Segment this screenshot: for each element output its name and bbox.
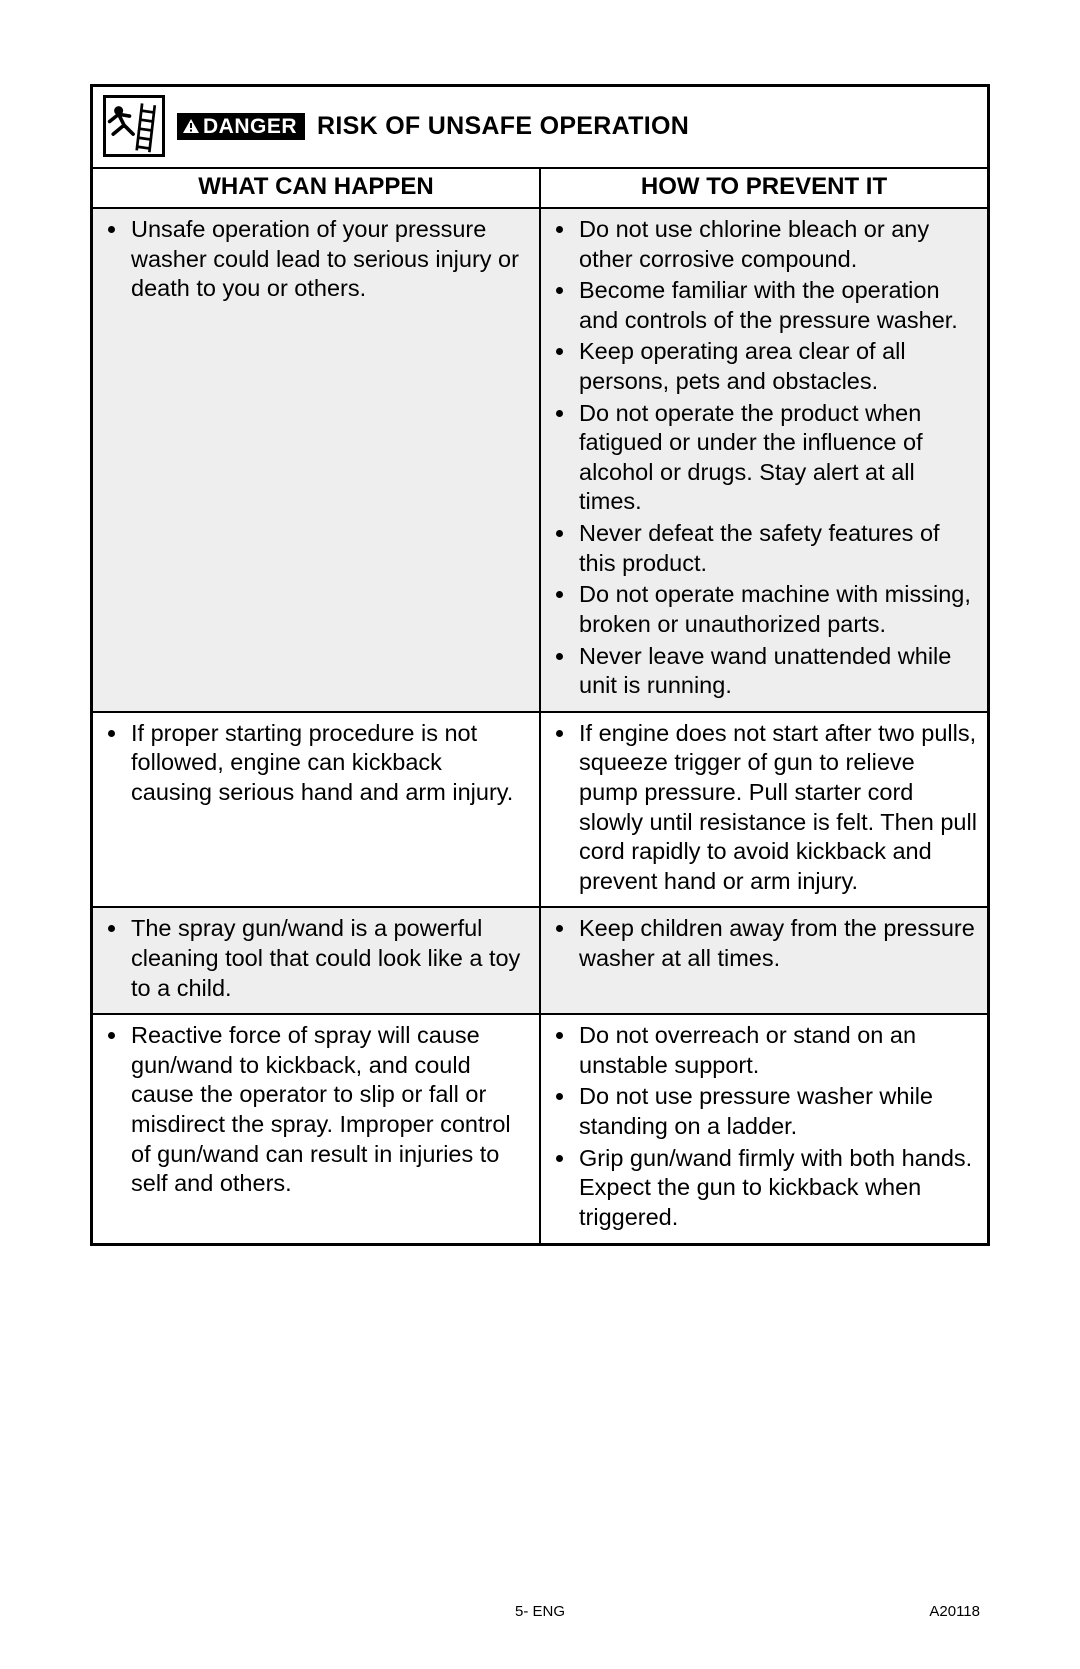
how-to-prevent-cell: If engine does not start after two pulls… <box>540 712 989 908</box>
list-item: Keep operating area clear of all persons… <box>577 337 977 396</box>
how-to-prevent-cell: Do not use chlorine bleach or any other … <box>540 208 989 712</box>
what-can-happen-cell: Unsafe operation of your pressure washer… <box>92 208 541 712</box>
list-item: Do not use pressure washer while standin… <box>577 1082 977 1141</box>
what-can-happen-cell: If proper starting procedure is not foll… <box>92 712 541 908</box>
table-row: If proper starting procedure is not foll… <box>92 712 989 908</box>
falling-person-ladder-icon <box>103 95 165 157</box>
bullet-list: Keep children away from the pressure was… <box>551 914 977 973</box>
list-item: Grip gun/wand firmly with both hands. Ex… <box>577 1144 977 1233</box>
bullet-list: The spray gun/wand is a powerful cleanin… <box>103 914 529 1003</box>
list-item: Do not use chlorine bleach or any other … <box>577 215 977 274</box>
list-item: Become familiar with the operation and c… <box>577 276 977 335</box>
bullet-list: Reactive force of spray will cause gun/w… <box>103 1021 529 1199</box>
bullet-list: Unsafe operation of your pressure washer… <box>103 215 529 304</box>
document-page: DANGER RISK OF UNSAFE OPERATION WHAT CAN… <box>0 0 1080 1669</box>
danger-badge: DANGER <box>177 113 305 140</box>
list-item: If engine does not start after two pulls… <box>577 719 977 897</box>
footer-page-number: 5- ENG <box>515 1603 565 1620</box>
table-row: Unsafe operation of your pressure washer… <box>92 208 989 712</box>
list-item: If proper starting procedure is not foll… <box>129 719 529 808</box>
bullet-list: If proper starting procedure is not foll… <box>103 719 529 808</box>
how-to-prevent-cell: Keep children away from the pressure was… <box>540 907 989 1014</box>
title-wrap: DANGER RISK OF UNSAFE OPERATION <box>103 95 977 157</box>
bullet-list: Do not use chlorine bleach or any other … <box>551 215 977 701</box>
title-row: DANGER RISK OF UNSAFE OPERATION <box>92 86 989 169</box>
section-title: RISK OF UNSAFE OPERATION <box>317 112 689 141</box>
list-item: The spray gun/wand is a powerful cleanin… <box>129 914 529 1003</box>
footer-doc-code: A20118 <box>929 1603 980 1620</box>
warning-triangle-icon <box>183 119 199 133</box>
column-header-left: WHAT CAN HAPPEN <box>92 168 541 208</box>
list-item: Reactive force of spray will cause gun/w… <box>129 1021 529 1199</box>
list-item: Do not operate machine with missing, bro… <box>577 580 977 639</box>
table-row: The spray gun/wand is a powerful cleanin… <box>92 907 989 1014</box>
list-item: Never defeat the safety features of this… <box>577 519 977 578</box>
safety-table: DANGER RISK OF UNSAFE OPERATION WHAT CAN… <box>90 84 990 1246</box>
what-can-happen-cell: Reactive force of spray will cause gun/w… <box>92 1014 541 1244</box>
list-item: Unsafe operation of your pressure washer… <box>129 215 529 304</box>
table-row: Reactive force of spray will cause gun/w… <box>92 1014 989 1244</box>
column-header-right: HOW TO PREVENT IT <box>540 168 989 208</box>
how-to-prevent-cell: Do not overreach or stand on an unstable… <box>540 1014 989 1244</box>
list-item: Keep children away from the pressure was… <box>577 914 977 973</box>
list-item: Do not overreach or stand on an unstable… <box>577 1021 977 1080</box>
column-header-row: WHAT CAN HAPPEN HOW TO PREVENT IT <box>92 168 989 208</box>
list-item: Do not operate the product when fatigued… <box>577 399 977 517</box>
bullet-list: Do not overreach or stand on an unstable… <box>551 1021 977 1232</box>
list-item: Never leave wand unattended while unit i… <box>577 642 977 701</box>
what-can-happen-cell: The spray gun/wand is a powerful cleanin… <box>92 907 541 1014</box>
danger-label-text: DANGER <box>203 116 297 137</box>
bullet-list: If engine does not start after two pulls… <box>551 719 977 897</box>
